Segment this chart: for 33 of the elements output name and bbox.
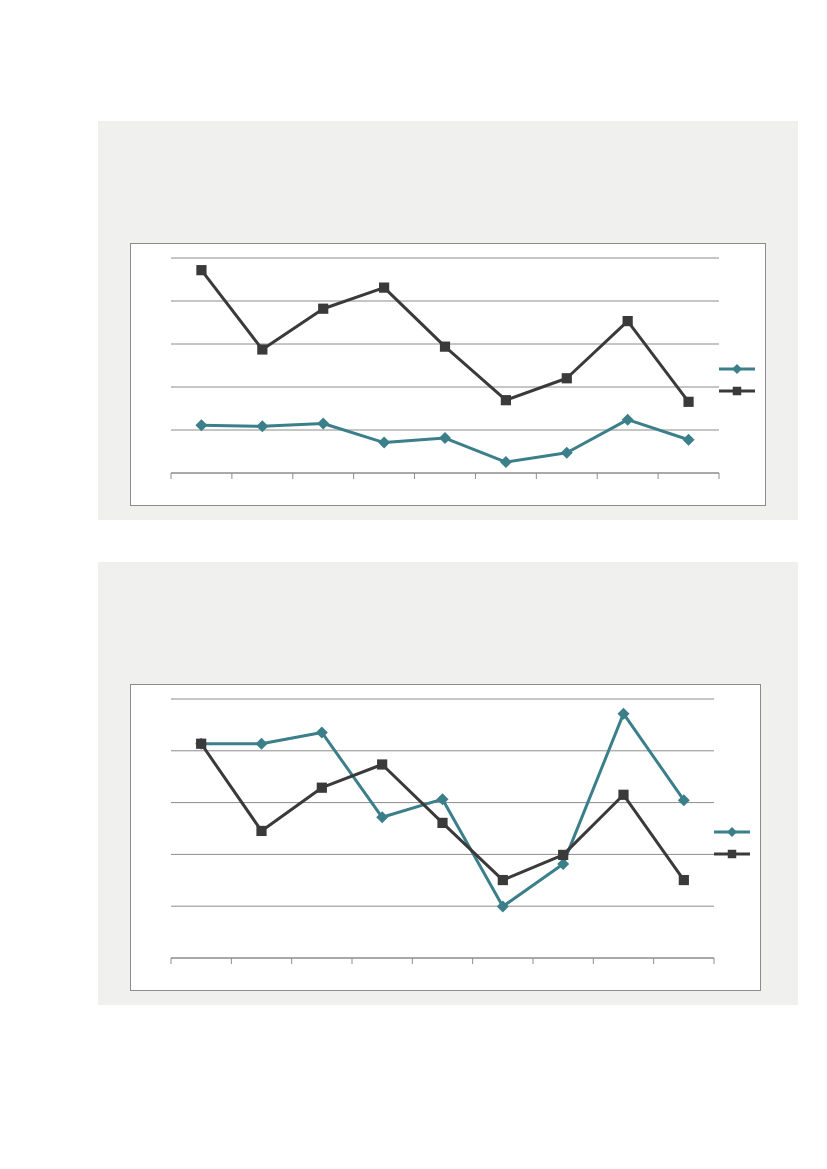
point [678,874,689,886]
point [560,446,573,459]
point [257,344,268,355]
point [500,395,511,406]
point [621,413,634,426]
point [561,373,572,384]
point [497,874,508,886]
point [439,432,451,445]
point [195,419,208,432]
point [196,265,207,276]
point [683,396,694,407]
point [379,282,390,293]
point [376,811,389,824]
point [317,417,330,430]
point [378,436,391,449]
point [437,817,448,828]
point [316,782,327,793]
point [496,900,509,913]
point [439,341,451,352]
point [255,737,268,750]
point [677,794,690,807]
point [558,849,569,860]
point [315,726,328,739]
point [256,825,267,837]
point [618,789,629,800]
point [436,793,449,806]
point [256,420,269,433]
point [617,707,630,720]
point [499,456,512,469]
point [622,315,633,327]
point [682,433,695,446]
point [318,303,329,314]
point [377,759,388,770]
